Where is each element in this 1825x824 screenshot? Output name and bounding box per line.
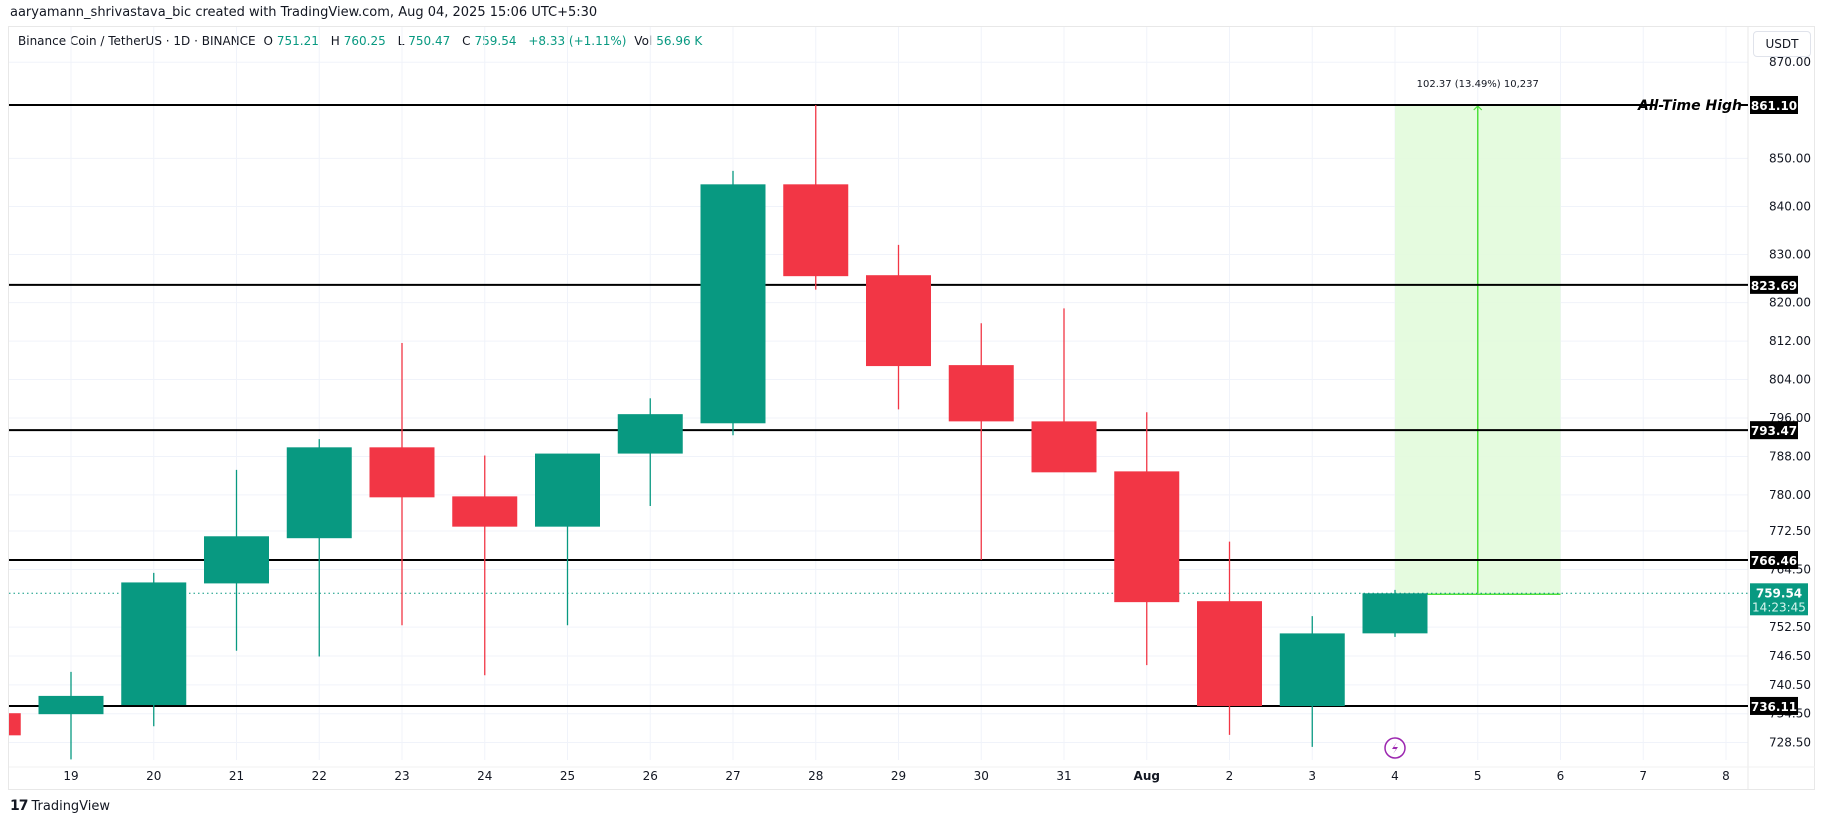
x-axis-tick: 25	[560, 769, 575, 783]
candle-up[interactable]	[535, 453, 600, 527]
x-axis-tick: 26	[643, 769, 658, 783]
y-axis-tick: 788.00	[1769, 449, 1811, 463]
x-axis-tick: 27	[725, 769, 740, 783]
lightning-glyph-icon	[1392, 742, 1398, 754]
candle-down[interactable]	[1114, 471, 1180, 603]
symbol-title[interactable]: Binance Coin / TetherUS · 1D · BINANCE	[18, 34, 256, 48]
y-axis-tick: 752.50	[1769, 620, 1811, 634]
candle-down[interactable]	[866, 275, 931, 367]
candle-up[interactable]	[121, 582, 187, 706]
x-axis-tick: 22	[312, 769, 327, 783]
candle-down[interactable]	[369, 447, 435, 498]
x-axis-tick: 7	[1639, 769, 1647, 783]
x-axis-tick: 2	[1226, 769, 1234, 783]
low-value: 750.47	[408, 34, 451, 48]
y-axis-tick: 728.50	[1769, 736, 1811, 750]
level-price-tag	[1750, 696, 1798, 715]
level-price-tag	[1750, 275, 1798, 294]
open-value: 751.21	[276, 34, 319, 48]
y-axis-tick: 804.00	[1769, 373, 1811, 387]
candle-up[interactable]	[286, 447, 352, 539]
x-axis-tick: Aug	[1134, 769, 1160, 783]
level-price-tag	[1750, 551, 1798, 570]
y-axis-tick: 780.00	[1769, 488, 1811, 502]
level-price-tag-text: 766.46	[1751, 554, 1797, 568]
level-price-tag	[1750, 96, 1798, 114]
x-axis-tick: 23	[394, 769, 409, 783]
currency-button[interactable]: USDT	[1753, 31, 1811, 57]
x-axis-tick: 29	[891, 769, 906, 783]
x-axis-tick: 30	[974, 769, 989, 783]
tradingview-logo-icon: 17	[10, 798, 29, 814]
candle-up[interactable]	[204, 536, 269, 584]
candle-up[interactable]	[1362, 593, 1428, 634]
candle-down[interactable]	[1031, 421, 1097, 473]
candle-up[interactable]	[1279, 633, 1345, 706]
x-axis-tick: 6	[1557, 769, 1565, 783]
candle-down[interactable]	[783, 184, 849, 277]
tradingview-footer[interactable]: 17 TradingView	[10, 798, 110, 814]
level-price-tag-text: 823.69	[1751, 279, 1797, 293]
x-axis-tick: 5	[1474, 769, 1482, 783]
y-axis-tick: 820.00	[1769, 296, 1811, 310]
countdown-text: 14:23:45	[1752, 600, 1806, 614]
x-axis-tick: 20	[146, 769, 161, 783]
y-axis-tick: 812.00	[1769, 334, 1811, 348]
volume-value: 56.96 K	[656, 34, 703, 48]
x-axis-tick: 8	[1722, 769, 1730, 783]
last-price-tag-text: 759.54	[1756, 586, 1802, 600]
level-price-tag-text: 861.10	[1751, 99, 1797, 113]
level-price-tag	[1750, 421, 1798, 440]
chart-frame	[8, 26, 1815, 790]
high-value: 760.25	[343, 34, 386, 48]
y-axis-tick: 830.00	[1769, 248, 1811, 262]
change-value: +8.33 (+1.11%)	[528, 34, 627, 48]
y-axis-tick: 850.00	[1769, 151, 1811, 165]
x-axis-tick: 28	[808, 769, 823, 783]
measure-label: 102.37 (13.49%) 10,237	[1417, 79, 1539, 90]
level-price-tag-text: 793.47	[1751, 424, 1797, 438]
chart-attribution: aaryamann_shrivastava_bic created with T…	[10, 5, 598, 20]
y-axis-tick: 840.00	[1769, 199, 1811, 213]
ath-label: All-Time High	[1637, 98, 1742, 114]
candle-down[interactable]	[948, 365, 1014, 422]
x-axis-tick: 21	[229, 769, 244, 783]
x-axis-tick: 3	[1308, 769, 1316, 783]
candle-down[interactable]	[452, 496, 518, 527]
last-price-tag	[1750, 583, 1808, 616]
x-axis-tick: 31	[1056, 769, 1071, 783]
candle-down[interactable]	[1197, 601, 1262, 706]
level-price-tag-text: 736.11	[1751, 700, 1797, 714]
candle-up[interactable]	[617, 414, 683, 454]
x-axis-tick: 4	[1391, 769, 1399, 783]
candle-up[interactable]	[38, 695, 104, 715]
y-axis-tick: 746.50	[1769, 649, 1811, 663]
candle-up[interactable]	[700, 184, 766, 424]
candle-down[interactable]	[0, 713, 21, 736]
y-axis-tick: 870.00	[1769, 55, 1811, 69]
x-axis-tick: 24	[477, 769, 492, 783]
y-axis-tick: 740.50	[1769, 678, 1811, 692]
y-axis-tick: 772.50	[1769, 524, 1811, 538]
symbol-legend: Binance Coin / TetherUS · 1D · BINANCE O…	[18, 34, 703, 48]
x-axis-tick: 19	[63, 769, 78, 783]
brand-name: TradingView	[31, 798, 111, 814]
